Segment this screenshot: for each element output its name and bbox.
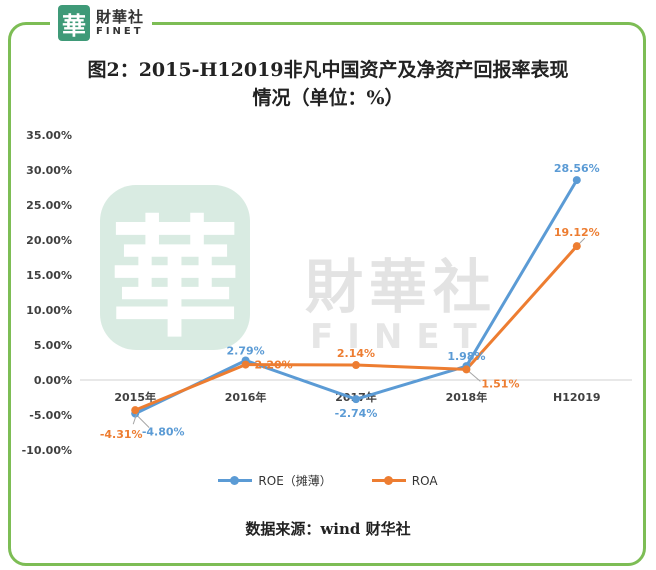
x-tick-label: 2018年 <box>446 390 488 404</box>
chart-legend: ROE（摊薄） ROA <box>0 472 656 489</box>
chart-title-line1: 图2：2015-H12019非凡中国资产及净资产回报率表现 <box>87 59 569 81</box>
data-label-roa: 2.14% <box>337 347 375 360</box>
y-tick-label: 0.00% <box>34 374 72 387</box>
data-label-roa: 19.12% <box>554 226 600 239</box>
finet-logo-mark-icon: 華 <box>58 5 90 41</box>
legend-label-roa: ROA <box>411 473 438 488</box>
data-point-roa <box>131 406 140 415</box>
leader-line-roe <box>136 415 150 428</box>
data-point-roa <box>241 360 250 369</box>
chart-title-line2: 情况（单位：%） <box>252 87 404 109</box>
data-label-roe: 28.56% <box>554 162 600 175</box>
logo-chinese-name: 財華社 <box>96 7 145 26</box>
y-tick-label: 5.00% <box>34 339 72 352</box>
legend-item-roa: ROA <box>371 472 438 489</box>
logo-text: 財華社 FINET <box>96 7 145 37</box>
data-point-roe <box>352 395 360 404</box>
y-tick-label: 15.00% <box>26 269 72 282</box>
y-tick-label: 35.00% <box>26 129 72 142</box>
data-label-roe: 2.79% <box>227 344 265 357</box>
finet-logo: 華 財華社 FINET <box>50 3 153 43</box>
x-tick-label: 2015年 <box>114 390 156 404</box>
y-tick-label: 25.00% <box>26 199 72 212</box>
legend-label-roe: ROE（摊薄） <box>258 474 332 488</box>
data-label-roe: -2.74% <box>335 407 378 420</box>
y-tick-label: 20.00% <box>26 234 72 247</box>
y-tick-label: -10.00% <box>22 444 72 457</box>
data-point-roa <box>352 361 360 370</box>
chart-title: 图2：2015-H12019非凡中国资产及净资产回报率表现 情况（单位：%） <box>0 56 656 112</box>
legend-swatch-roa <box>371 476 406 485</box>
legend-swatch-roe <box>218 476 253 485</box>
data-point-roa <box>572 242 581 251</box>
logo-english-name: FINET <box>96 25 144 37</box>
data-point-roa <box>462 365 471 374</box>
data-source: 数据来源：wind 财华社 <box>245 520 411 538</box>
data-label-roa: 2.20% <box>255 359 293 372</box>
data-label-roe: -4.80% <box>142 426 185 439</box>
x-tick-label: 2016年 <box>225 390 267 404</box>
leader-line-roa <box>132 412 138 425</box>
x-tick-label: H12019 <box>553 391 600 404</box>
data-label-roe: 1.98% <box>447 350 485 363</box>
legend-item-roe: ROE（摊薄） <box>218 472 332 489</box>
y-tick-label: 30.00% <box>26 164 72 177</box>
data-label-roa: -4.31% <box>100 428 143 441</box>
data-point-roe <box>572 176 581 185</box>
y-tick-label: -5.00% <box>29 409 72 422</box>
data-label-roa: 1.51% <box>481 377 519 390</box>
y-tick-label: 10.00% <box>26 304 72 317</box>
